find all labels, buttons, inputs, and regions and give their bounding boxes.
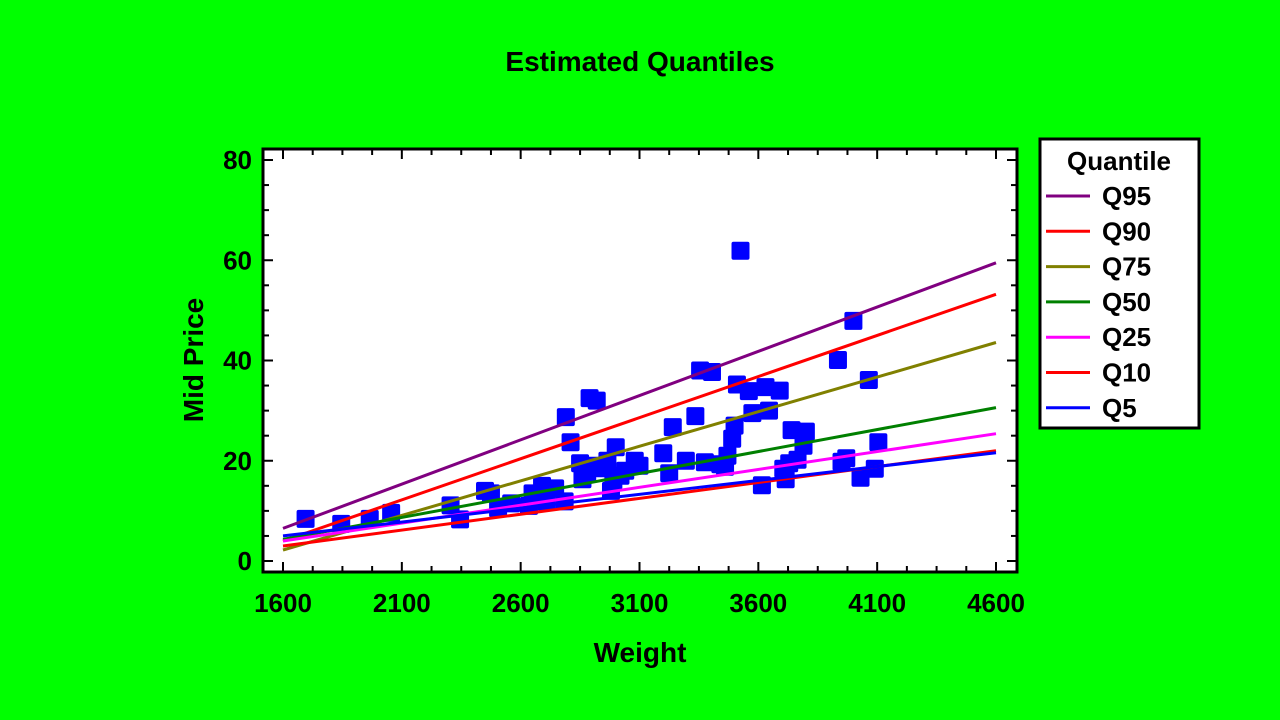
plot-frame [261, 147, 1019, 574]
data-point [756, 378, 775, 397]
legend-label-q95: Q95 [1102, 181, 1151, 211]
y-tick-label: 40 [223, 346, 252, 376]
x-tick-label: 1600 [254, 588, 312, 618]
data-point [782, 421, 801, 440]
y-axis-label: Mid Price [178, 298, 209, 422]
x-tick-label: 2600 [492, 588, 550, 618]
legend-items: Q95 Q90 Q75 Q50 Q25 Q10 Q5 [1046, 181, 1151, 423]
y-tick-label: 20 [223, 446, 252, 476]
legend-box [1038, 137, 1201, 430]
data-point [630, 456, 649, 475]
axis-ticks [263, 149, 1017, 572]
data-point [837, 449, 856, 468]
data-point [663, 418, 682, 437]
data-point [686, 407, 705, 426]
data-point [739, 382, 758, 401]
x-axis-label: Weight [594, 637, 687, 668]
legend: Quantile Q95 Q90 Q75 Q50 Q25 Q10 Q5 [1038, 137, 1201, 430]
data-point [770, 381, 789, 400]
y-tick-label: 80 [223, 145, 252, 175]
quantile-lines [282, 261, 997, 552]
data-point [851, 468, 870, 487]
legend-label-q75: Q75 [1102, 252, 1151, 282]
legend-title: Quantile [1067, 146, 1171, 176]
data-point [731, 241, 750, 260]
legend-label-q10: Q10 [1102, 358, 1151, 388]
data-point [654, 444, 673, 463]
series-line-q50 [282, 406, 997, 541]
data-point [828, 350, 847, 369]
y-tick-label: 60 [223, 245, 252, 275]
x-tick-label: 3100 [611, 588, 669, 618]
series-line-q5 [282, 451, 997, 538]
x-tick-label: 3600 [729, 588, 787, 618]
data-point [587, 391, 606, 410]
legend-label-q5: Q5 [1102, 393, 1137, 423]
x-tick-label: 4100 [848, 588, 906, 618]
y-tick-label: 0 [238, 546, 252, 576]
x-tick-label: 2100 [373, 588, 431, 618]
legend-label-q25: Q25 [1102, 322, 1151, 352]
series-line-q75 [282, 341, 997, 552]
legend-label-q50: Q50 [1102, 287, 1151, 317]
series-line-q90 [282, 292, 997, 543]
legend-label-q90: Q90 [1102, 216, 1151, 246]
plot-area [263, 149, 1017, 572]
data-point [865, 459, 884, 478]
data-point [796, 422, 815, 441]
series-line-q95 [282, 261, 997, 530]
chart-title: Estimated Quantiles [505, 46, 774, 77]
data-point [869, 433, 888, 452]
x-tick-label: 4600 [967, 588, 1025, 618]
